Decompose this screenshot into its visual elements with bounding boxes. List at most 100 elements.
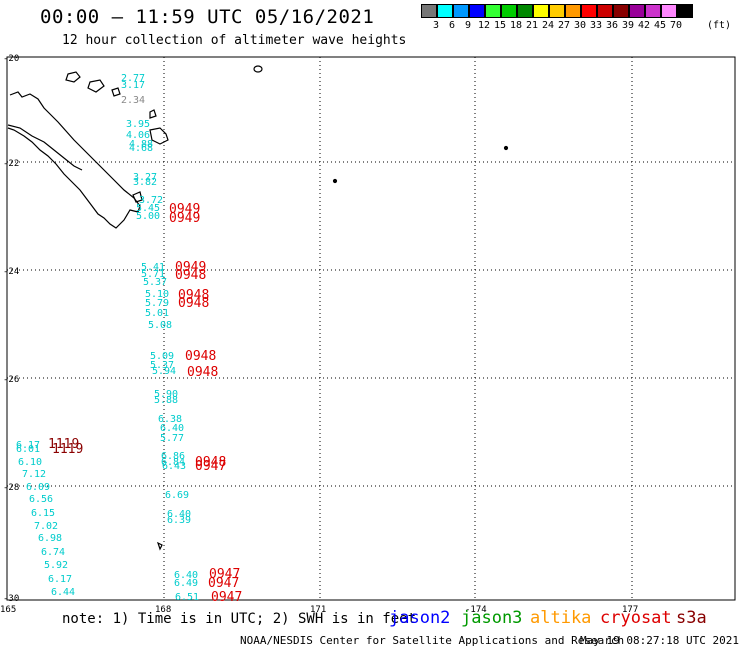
- swh-value: 6.86: [161, 451, 185, 462]
- scale-swatch: [677, 4, 693, 18]
- swh-value: 5.00: [136, 211, 160, 222]
- time-value: 0947: [195, 459, 226, 474]
- satellite-s3a: s3a: [676, 608, 707, 628]
- scale-label: 18: [510, 20, 523, 31]
- scale-label: 27: [558, 20, 571, 31]
- swh-value: 5.94: [152, 366, 176, 377]
- lat-label: -20: [3, 54, 19, 64]
- satellite-jason2: jason2: [389, 608, 451, 628]
- footer-timestamp: May 19 08:27:18 UTC 2021: [580, 634, 739, 647]
- scale-swatch: [597, 4, 613, 18]
- swh-value: 6.74: [41, 547, 65, 558]
- swh-value: 6.40: [174, 570, 198, 581]
- time-value: 0949: [169, 211, 200, 226]
- scale-swatch: [613, 4, 629, 18]
- swh-value: 6.56: [29, 494, 53, 505]
- island-6: [132, 191, 143, 203]
- scale-swatch: [645, 4, 661, 18]
- lon-label: 165: [0, 605, 16, 615]
- scale-unit: (ft): [707, 20, 732, 31]
- swh-value: 5.41: [141, 262, 165, 273]
- lat-label: -28: [3, 483, 19, 493]
- swh-value: 5.90: [154, 389, 178, 400]
- time-value: 0947: [208, 576, 239, 591]
- loyalty-islands-coast: [7, 124, 83, 171]
- swh-value: 3.17: [121, 80, 145, 91]
- island-9: [503, 145, 509, 151]
- swh-value: 5.37: [143, 277, 167, 288]
- island-5: [149, 109, 157, 119]
- scale-label: 39: [622, 20, 635, 31]
- swh-value: 3.82: [133, 177, 157, 188]
- time-value: 0949: [175, 260, 206, 275]
- satellite-cryosat: cryosat: [600, 608, 672, 628]
- scale-label: 42: [638, 20, 651, 31]
- island-4: [149, 127, 169, 145]
- scale-label: 33: [590, 20, 603, 31]
- time-value: 0948: [195, 455, 226, 470]
- swh-value: 6.43: [162, 461, 186, 472]
- scale-swatch: [453, 4, 469, 18]
- coastline: [7, 65, 509, 551]
- satellite-jason3: jason3: [461, 608, 523, 628]
- swh-value: 5.79: [145, 298, 169, 309]
- island-7: [253, 65, 263, 73]
- swh-value: 3.27: [133, 172, 157, 183]
- satellite-altika: altika: [530, 608, 592, 628]
- time-value: 0947: [211, 590, 242, 605]
- island-3: [111, 87, 121, 97]
- scale-label: 24: [542, 20, 555, 31]
- map-title: 00:00 – 11:59 UTC 05/16/2021: [40, 6, 375, 28]
- swh-value: 4.88: [129, 139, 153, 150]
- color-scale: [421, 4, 693, 18]
- lon-label: -174: [465, 605, 487, 615]
- lat-label: -24: [3, 267, 19, 277]
- swh-value: 6.44: [51, 587, 75, 598]
- map-subtitle: 12 hour collection of altimeter wave hei…: [62, 33, 407, 48]
- new-caledonia-coast: [7, 91, 141, 229]
- time-value: 0948: [187, 365, 218, 380]
- scale-label: 36: [606, 20, 619, 31]
- lat-label: -26: [3, 375, 19, 385]
- scale-label: 12: [478, 20, 491, 31]
- swh-value: 6.49: [174, 578, 198, 589]
- swh-value: 6.38: [158, 414, 182, 425]
- footer-credit: NOAA/NESDIS Center for Satellite Applica…: [240, 634, 625, 647]
- swh-value: 6.98: [38, 533, 62, 544]
- swh-value: 6.17: [48, 574, 72, 585]
- swh-value: 6.84: [161, 457, 185, 468]
- lon-label: 168: [155, 605, 171, 615]
- swh-value: 6.15: [31, 508, 55, 519]
- swh-value: 6.39: [167, 515, 191, 526]
- time-value: 0948: [185, 349, 216, 364]
- scale-swatch: [501, 4, 517, 18]
- lon-label: 171: [310, 605, 326, 615]
- lat-lon-grid: [7, 57, 735, 600]
- swh-value: 5.88: [154, 395, 178, 406]
- scale-swatch: [565, 4, 581, 18]
- scale-label: 21: [526, 20, 539, 31]
- time-value: 0949: [169, 202, 200, 217]
- island-1: [65, 71, 81, 83]
- swh-value: 6.17: [16, 440, 40, 451]
- time-values: 0949094909490948094809480948094809480947…: [48, 202, 242, 605]
- lon-label: 177: [622, 605, 638, 615]
- island-2: [87, 79, 105, 93]
- scale-swatch: [549, 4, 565, 18]
- lat-label: -30: [3, 594, 19, 604]
- swh-value: 6.51: [175, 592, 199, 603]
- scale-label: 30: [574, 20, 587, 31]
- time-value: 1119: [48, 437, 79, 452]
- swh-value: 5.10: [145, 289, 169, 300]
- scale-label: 6: [449, 20, 456, 31]
- swh-value: 2.34: [121, 95, 145, 106]
- swh-value: 5.09: [150, 351, 174, 362]
- swh-value: 4.68: [129, 143, 153, 154]
- swh-value: 7.12: [22, 469, 46, 480]
- time-value: 0948: [178, 288, 209, 303]
- scale-label: 45: [654, 20, 667, 31]
- swh-value: 5.37: [150, 360, 174, 371]
- swh-value: 6.69: [165, 490, 189, 501]
- scale-swatch: [485, 4, 501, 18]
- time-value: 0948: [175, 268, 206, 283]
